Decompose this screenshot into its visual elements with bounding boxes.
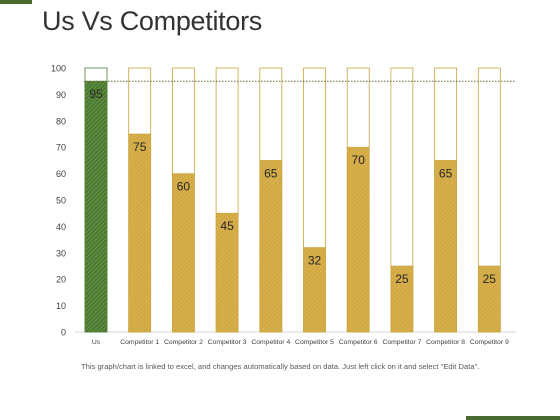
data-label: 70: [352, 153, 366, 167]
y-tick-label: 60: [56, 169, 66, 179]
chart-footnote: This graph/chart is linked to excel, and…: [81, 362, 480, 371]
bottom-accent-bar: [466, 416, 560, 420]
data-label: 60: [177, 180, 191, 194]
bar-competitor[interactable]: [303, 247, 326, 333]
y-tick-label: 10: [56, 301, 66, 311]
x-tick-label: Competitor 6: [339, 339, 378, 346]
x-tick-label: Competitor 3: [208, 339, 247, 346]
y-tick-label: 20: [56, 275, 66, 285]
bar-competitor[interactable]: [215, 212, 239, 333]
page-title: Us Vs Competitors: [42, 6, 262, 36]
y-tick-label: 80: [56, 116, 66, 126]
x-tick-label: Competitor 5: [295, 339, 334, 346]
bar-competitor[interactable]: [477, 265, 501, 333]
x-tick-label: Us: [92, 339, 101, 346]
y-tick-label: 90: [56, 90, 66, 100]
y-tick-label: 70: [56, 143, 66, 153]
data-label: 65: [439, 166, 453, 180]
bar-competitor[interactable]: [434, 160, 457, 333]
data-label: 25: [483, 272, 497, 286]
y-tick-label: 100: [51, 64, 66, 74]
y-tick-label: 30: [56, 248, 66, 258]
data-label: 75: [133, 140, 147, 154]
bar-competitor[interactable]: [128, 133, 151, 333]
data-label: 65: [264, 166, 278, 180]
data-label: 32: [308, 254, 322, 268]
y-tick-label: 0: [61, 328, 66, 338]
x-tick-label: Competitor 4: [251, 339, 290, 346]
bar-competitor[interactable]: [346, 146, 370, 333]
bar-competitor[interactable]: [172, 173, 195, 333]
bar-competitor[interactable]: [390, 265, 414, 333]
y-tick-label: 50: [56, 196, 66, 206]
data-label: 45: [220, 219, 234, 233]
x-tick-label: Competitor 9: [470, 339, 509, 346]
data-label: 95: [89, 87, 103, 101]
bar-competitor[interactable]: [259, 160, 283, 333]
x-tick-label: Competitor 1: [120, 339, 159, 346]
data-label: 25: [395, 272, 409, 286]
x-tick-label: Competitor 7: [382, 339, 421, 346]
y-tick-label: 40: [56, 222, 66, 232]
bar-us[interactable]: [84, 80, 108, 333]
top-accent-bar: [0, 0, 32, 4]
x-tick-label: Competitor 2: [164, 339, 203, 346]
x-tick-label: Competitor 8: [426, 339, 465, 346]
